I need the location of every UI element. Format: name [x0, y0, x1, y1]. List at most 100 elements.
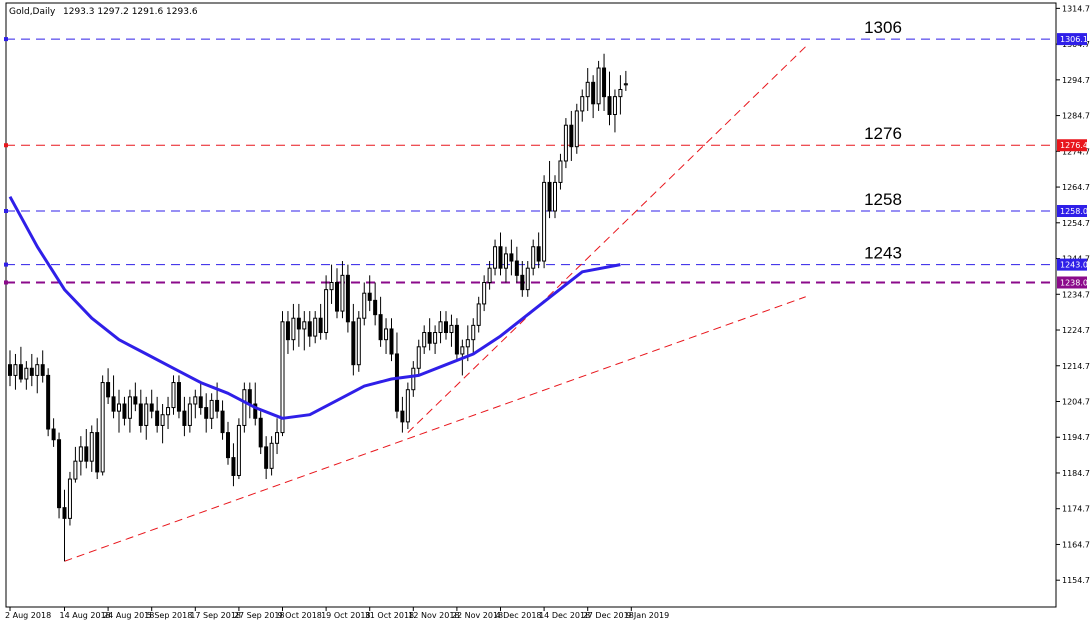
candle-body-up: [144, 403, 149, 426]
candle-body-up: [275, 432, 280, 444]
plot-frame: [5, 2, 1057, 608]
y-tick-label: 1234.7: [1062, 290, 1090, 299]
candle-body-down: [122, 403, 127, 419]
candle-body-down: [8, 364, 12, 376]
candle-body-down: [46, 374, 51, 430]
candle-body-down: [149, 403, 154, 412]
candle-body-up: [160, 414, 165, 426]
candle-body-up: [596, 67, 601, 105]
candle-body-up: [73, 460, 78, 480]
candle-body-down: [296, 317, 301, 330]
candle-body-down: [607, 96, 612, 116]
candle-body-down: [247, 389, 252, 405]
candle-body-up: [384, 328, 389, 341]
candle-body-down: [285, 321, 290, 341]
y-tick-label: 1274.7: [1062, 147, 1090, 156]
x-tick-label: 19 Oct 2018: [321, 611, 370, 620]
candle-body-down: [394, 353, 399, 412]
candle-body-up: [24, 367, 29, 380]
y-tick-label: 1174.7: [1062, 505, 1090, 514]
x-tick-label: 5 Sep 2018: [147, 611, 193, 620]
candle-body-up: [193, 396, 198, 405]
price-badge-label: 1276.4: [1060, 141, 1088, 150]
candle-body-down: [176, 382, 181, 412]
level-anchor: [4, 262, 8, 267]
candle-body-down: [547, 181, 552, 212]
candle-body-up: [422, 332, 427, 348]
candle-body-up: [187, 403, 192, 426]
y-tick-label: 1284.7: [1062, 112, 1090, 121]
candle-body-up: [623, 83, 628, 86]
price-badge-label: 1243.0: [1060, 261, 1088, 270]
candle-body-up: [411, 367, 416, 391]
candle-body-up: [542, 181, 547, 262]
candle-body-down: [520, 274, 525, 291]
candle-body-up: [612, 96, 617, 116]
candle-body-down: [373, 299, 378, 316]
candle-body-down: [264, 446, 269, 469]
candle-body-down: [367, 292, 372, 301]
y-tick-label: 1154.7: [1062, 576, 1090, 585]
candle-body-down: [95, 432, 100, 473]
candle-body-up: [242, 389, 247, 426]
candle-body-down: [84, 446, 89, 462]
candle-body-down: [62, 507, 67, 519]
x-tick-label: 4 Dec 2018: [496, 611, 542, 620]
candle-body-up: [487, 267, 492, 283]
candle-body-down: [509, 253, 514, 262]
y-tick-label: 1194.7: [1062, 433, 1090, 442]
price-badge-label: 1238.0: [1060, 278, 1088, 287]
candle-body-down: [318, 317, 323, 334]
x-tick-label: 31 Oct 2018: [365, 611, 414, 620]
candle-body-up: [340, 274, 345, 312]
y-tick-label: 1254.7: [1062, 219, 1090, 228]
candle-body-down: [351, 321, 356, 366]
candle-body-up: [476, 303, 481, 326]
candle-body-down: [106, 382, 111, 398]
price-badge-label: 1258.0: [1060, 207, 1088, 216]
level-anchor: [4, 37, 8, 42]
level-anchor: [4, 209, 8, 214]
candle-body-up: [35, 364, 40, 376]
price-badge: [1057, 139, 1087, 152]
candle-body-down: [253, 403, 258, 419]
candle-body-down: [335, 281, 339, 312]
x-tick-label: 27 Sep 2018: [234, 611, 285, 620]
candle-body-up: [580, 96, 585, 112]
candle-body-up: [171, 382, 176, 409]
candle-body-up: [525, 267, 530, 291]
candles: [8, 53, 628, 562]
candle-body-up: [558, 160, 563, 183]
candle-body-down: [258, 417, 263, 448]
trendline: [64, 296, 806, 562]
candle-body-down: [569, 124, 574, 148]
candle-body-up: [449, 324, 454, 334]
price-badge: [1057, 205, 1087, 218]
y-tick-label: 1164.7: [1062, 540, 1090, 549]
candle-body-up: [433, 332, 438, 344]
x-tick-label: 22 Nov 2018: [452, 611, 503, 620]
candle-body-up: [89, 432, 94, 462]
candle-body-up: [482, 281, 487, 305]
candle-body-down: [220, 410, 225, 434]
candle-body-up: [117, 403, 121, 412]
ohlc-readout: 1293.3 1297.2 1291.6 1293.6: [63, 7, 198, 17]
level-annotation: 1258: [864, 190, 902, 209]
candle-body-up: [166, 407, 171, 416]
candle-body-up: [324, 289, 329, 334]
candle-body-down: [204, 407, 209, 419]
candle-body-up: [127, 396, 132, 419]
candle-body-up: [405, 389, 410, 423]
candle-body-down: [400, 410, 405, 423]
candle-body-up: [13, 364, 18, 376]
candle-body-up: [574, 110, 579, 148]
candle-body-up: [209, 399, 214, 419]
trendline: [407, 46, 807, 433]
candle-body-down: [444, 321, 448, 334]
candle-body-down: [155, 410, 160, 426]
candle-body-down: [133, 396, 138, 405]
candle-body-down: [111, 396, 116, 412]
candle-body-up: [329, 281, 334, 291]
x-tick-label: 9 Jan 2019: [626, 611, 669, 620]
